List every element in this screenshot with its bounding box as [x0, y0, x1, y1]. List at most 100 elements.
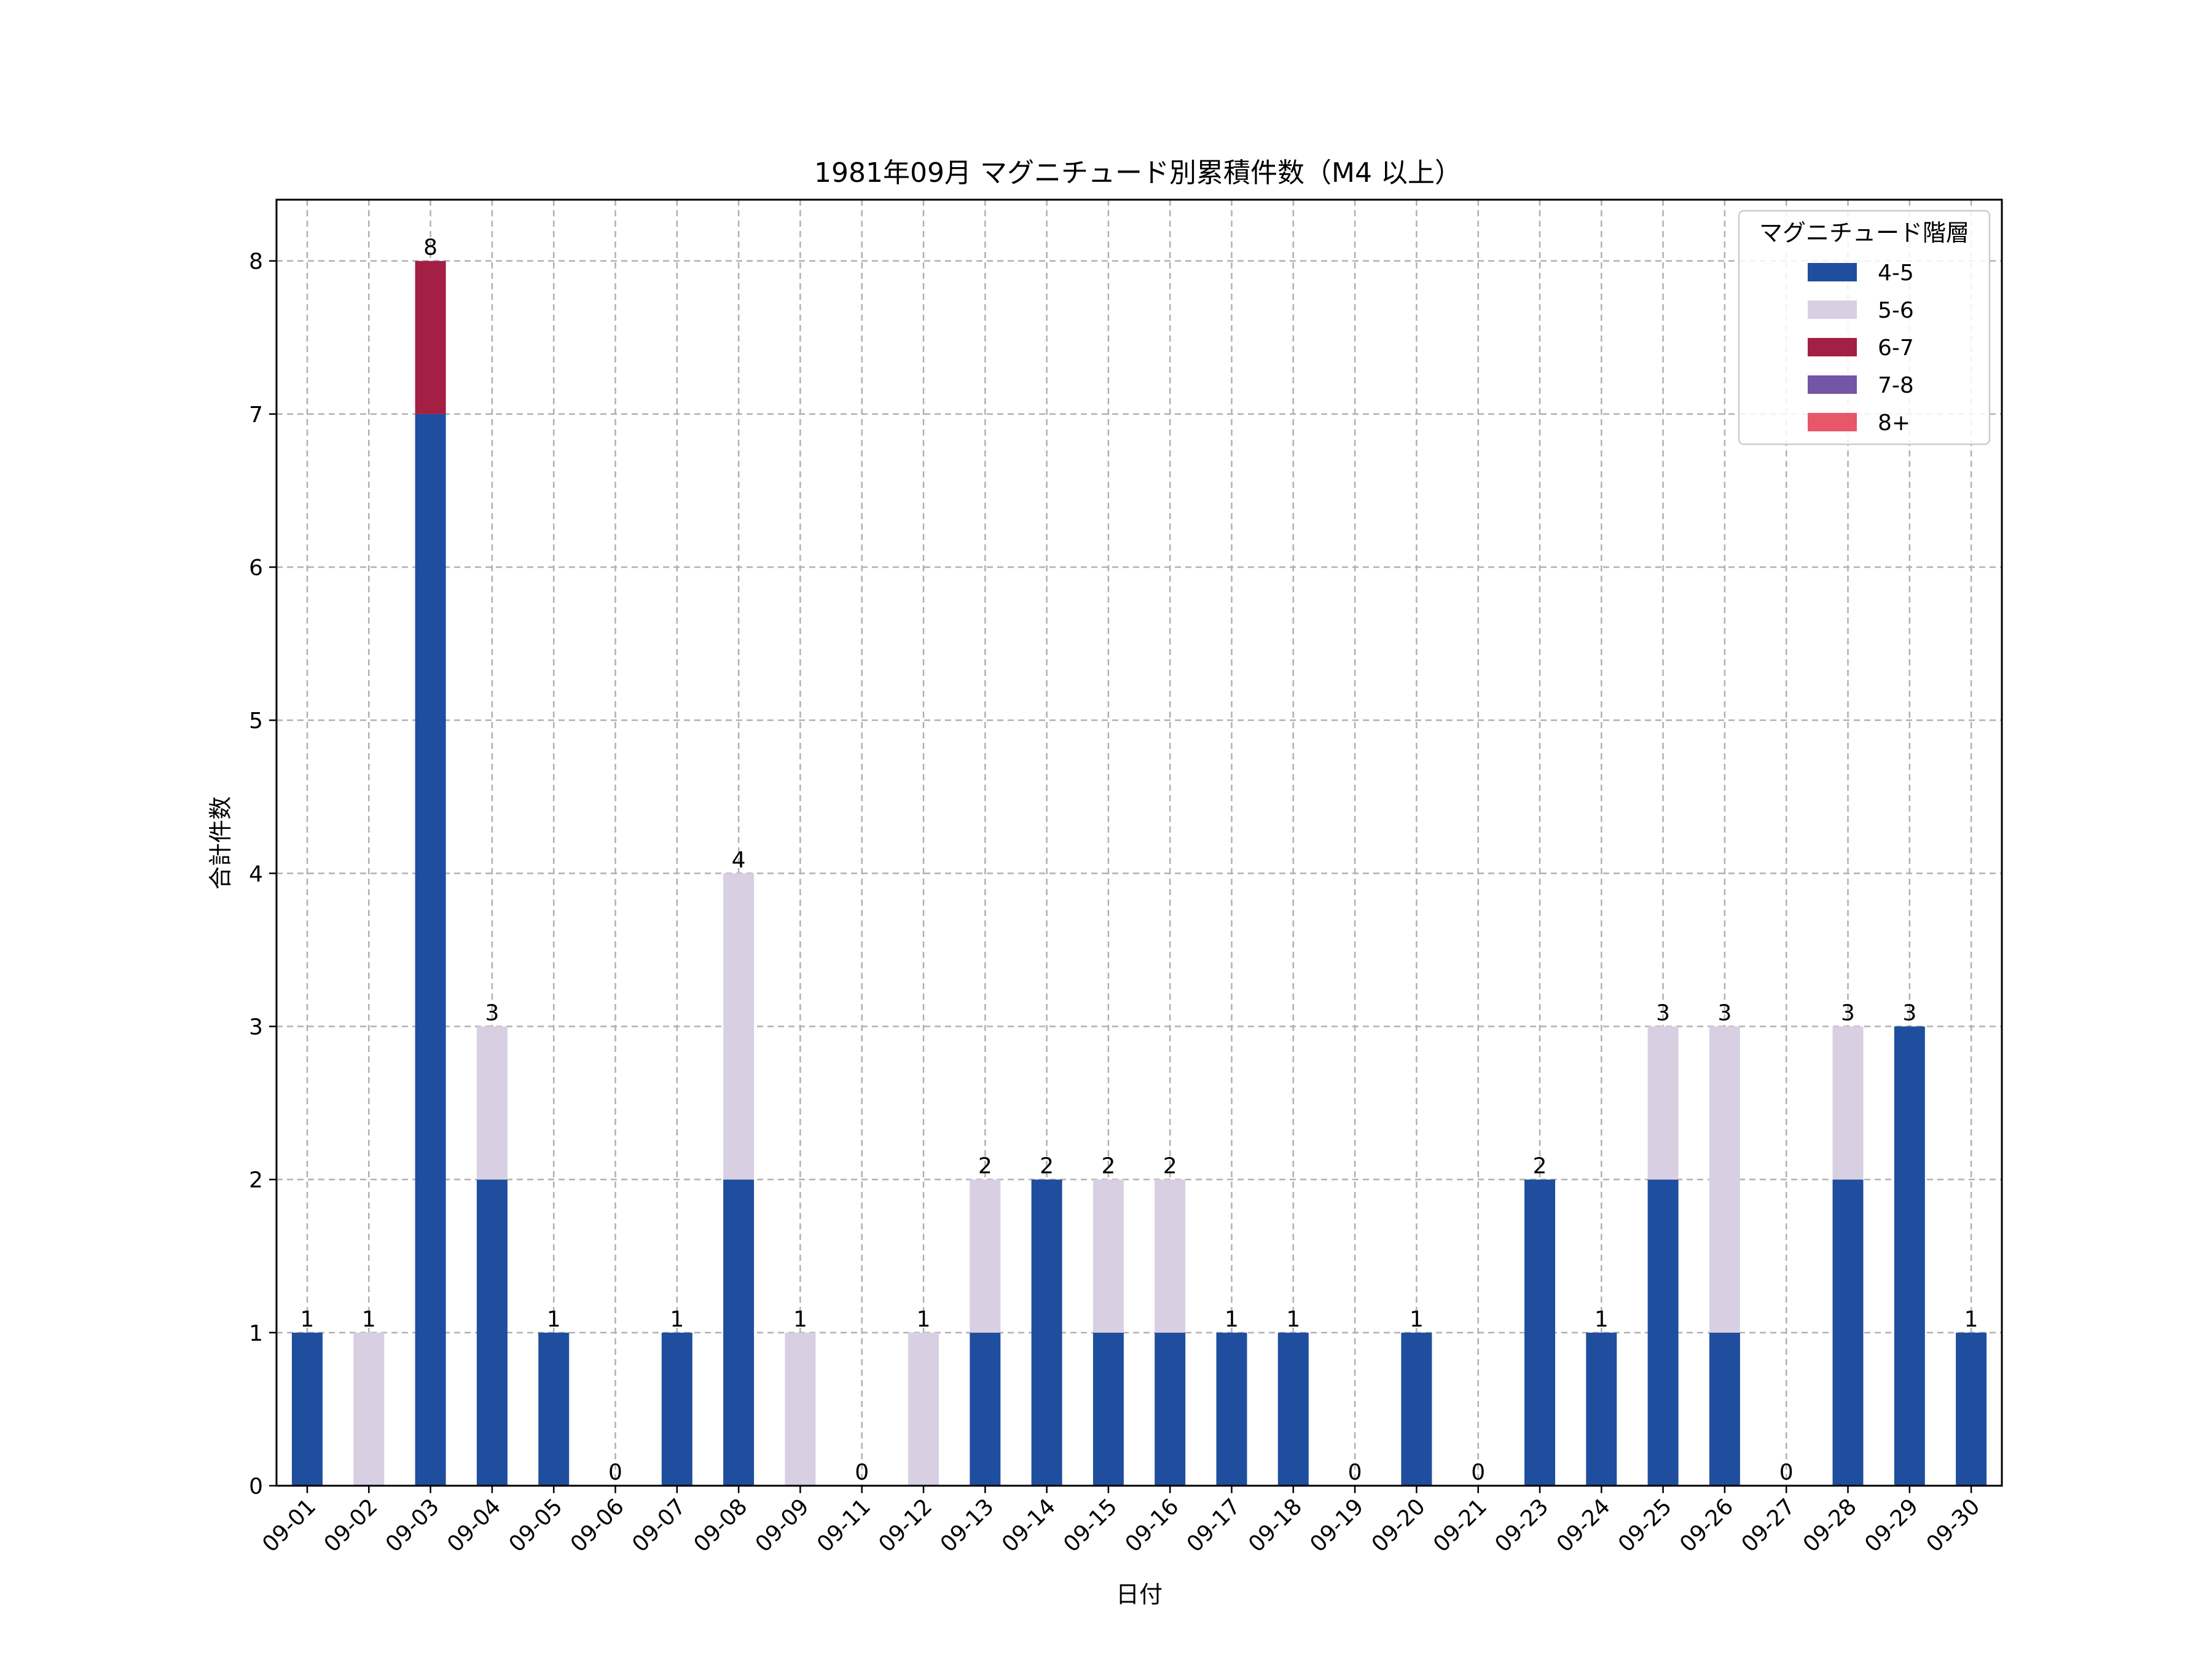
bar-total-label: 3	[1902, 1001, 1916, 1026]
bar-total-label: 1	[670, 1307, 684, 1332]
bar-total-label: 1	[362, 1307, 376, 1332]
bar-total-label: 2	[1040, 1154, 1054, 1179]
x-tick-label: 09-30	[1922, 1494, 1985, 1557]
bar-total-label: 1	[793, 1307, 807, 1332]
data-labels-layer: 1 1 8 3 1 0 1 4 1 0 1 2 2 2 2 1 1 0 1 0 2 1 3 3 0 3 3 1	[300, 235, 1979, 1485]
bar-segment-4-5	[1647, 1179, 1679, 1486]
x-tick-label: 09-14	[997, 1494, 1061, 1557]
legend-swatch-5-6	[1808, 300, 1857, 319]
x-tick-label: 09-17	[1182, 1494, 1245, 1557]
x-tick-label: 09-09	[751, 1494, 814, 1557]
legend-label: 7-8	[1878, 373, 1914, 398]
bar-segment-4-5	[1031, 1179, 1062, 1486]
chart-title: 1981年09月 マグニチュード別累積件数（M4 以上）	[814, 157, 1462, 189]
legend-swatch-7-8	[1808, 375, 1857, 394]
bar-segment-4-5	[476, 1179, 508, 1486]
bar-segment-4-5	[1277, 1332, 1309, 1486]
x-tick-label: 09-13	[936, 1494, 999, 1557]
bar-total-label: 1	[1225, 1307, 1239, 1332]
bar-total-label: 4	[732, 847, 746, 873]
bar-segment-4-5	[970, 1332, 1001, 1486]
y-tick-label: 1	[249, 1321, 263, 1346]
legend-label: 4-5	[1878, 261, 1914, 286]
x-tick-label: 09-21	[1429, 1494, 1492, 1557]
x-tick-label: 09-06	[566, 1494, 629, 1557]
x-tick-label: 09-11	[812, 1494, 876, 1557]
bar-total-label: 0	[855, 1460, 869, 1485]
bar-segment-5-6	[785, 1332, 816, 1486]
legend-label: 8+	[1878, 410, 1910, 436]
bar-total-label: 0	[1348, 1460, 1362, 1485]
x-tick-label: 09-19	[1306, 1494, 1369, 1557]
bar-segment-5-6	[1647, 1026, 1679, 1180]
x-tick-label: 09-25	[1614, 1494, 1677, 1557]
bar-segment-5-6	[1832, 1026, 1864, 1180]
bar-total-label: 1	[1410, 1307, 1424, 1332]
x-tick-label: 09-05	[504, 1494, 568, 1557]
bar-total-label: 3	[1841, 1001, 1855, 1026]
x-tick-label: 09-24	[1552, 1494, 1615, 1557]
y-tick-label: 5	[249, 708, 263, 734]
bar-segment-4-5	[1832, 1179, 1864, 1486]
y-tick-label: 7	[249, 402, 263, 428]
x-tick-label: 09-28	[1798, 1494, 1862, 1557]
bar-segment-4-5	[1709, 1332, 1740, 1486]
bar-segment-4-5	[1894, 1026, 1925, 1486]
x-tick-label: 09-12	[874, 1494, 937, 1557]
y-axis-label: 合計件数	[207, 796, 234, 890]
bar-segment-5-6	[1155, 1179, 1186, 1333]
bar-segment-5-6	[723, 873, 755, 1180]
bar-segment-5-6	[970, 1179, 1001, 1333]
bar-total-label: 8	[423, 235, 437, 261]
bar-segment-4-5	[723, 1179, 755, 1486]
bar-total-label: 2	[978, 1154, 992, 1179]
x-tick-label: 09-08	[689, 1494, 753, 1557]
legend-swatch-4-5	[1808, 263, 1857, 281]
bar-segment-4-5	[292, 1332, 323, 1486]
bar-segment-4-5	[1956, 1332, 1987, 1486]
bars-layer	[292, 261, 1987, 1486]
bar-total-label: 2	[1533, 1154, 1547, 1179]
x-tick-label: 09-26	[1675, 1494, 1738, 1557]
y-tick-label: 0	[249, 1474, 263, 1499]
y-axis: 0 1 2 3 4 5 6 7 8	[249, 249, 276, 1499]
bar-total-label: 0	[1779, 1460, 1794, 1485]
x-tick-label: 09-15	[1059, 1494, 1122, 1557]
bar-total-label: 2	[1101, 1154, 1115, 1179]
bar-total-label: 1	[917, 1307, 931, 1332]
bar-total-label: 1	[1286, 1307, 1300, 1332]
y-tick-label: 2	[249, 1168, 263, 1193]
bar-segment-4-5	[1155, 1332, 1186, 1486]
bar-segment-4-5	[538, 1332, 570, 1486]
x-tick-label: 09-01	[257, 1494, 321, 1557]
x-tick-label: 09-03	[381, 1494, 444, 1557]
bar-total-label: 3	[1656, 1001, 1670, 1026]
bar-total-label: 1	[547, 1307, 561, 1332]
bar-total-label: 1	[1964, 1307, 1979, 1332]
bar-segment-5-6	[1092, 1179, 1124, 1333]
bar-segment-4-5	[1586, 1332, 1617, 1486]
x-axis: 09-0109-0209-0309-0409-0509-0609-0709-08…	[257, 1486, 1985, 1557]
bar-total-label: 3	[1717, 1001, 1732, 1026]
x-axis-label: 日付	[1116, 1581, 1163, 1608]
bar-segment-4-5	[1092, 1332, 1124, 1486]
legend: マグニチュード階層 4-5 5-6 6-7 7-8 8+	[1738, 210, 1991, 445]
bar-total-label: 0	[608, 1460, 622, 1485]
bar-segment-4-5	[1524, 1179, 1555, 1486]
bar-segment-4-5	[415, 414, 446, 1486]
x-tick-label: 09-18	[1244, 1494, 1307, 1557]
x-tick-label: 09-29	[1860, 1494, 1923, 1557]
legend-title: マグニチュード階層	[1759, 219, 1969, 246]
legend-label: 6-7	[1878, 335, 1914, 361]
legend-swatch-6-7	[1808, 338, 1857, 356]
bar-segment-5-6	[476, 1026, 508, 1180]
bar-segment-4-5	[661, 1332, 692, 1486]
bar-total-label: 1	[300, 1307, 315, 1332]
bar-total-label: 1	[1594, 1307, 1609, 1332]
x-tick-label: 09-07	[627, 1494, 691, 1557]
legend-label: 5-6	[1878, 298, 1914, 323]
y-tick-label: 8	[249, 249, 263, 275]
x-tick-label: 09-27	[1737, 1494, 1800, 1557]
plot-frame	[275, 198, 2003, 1487]
